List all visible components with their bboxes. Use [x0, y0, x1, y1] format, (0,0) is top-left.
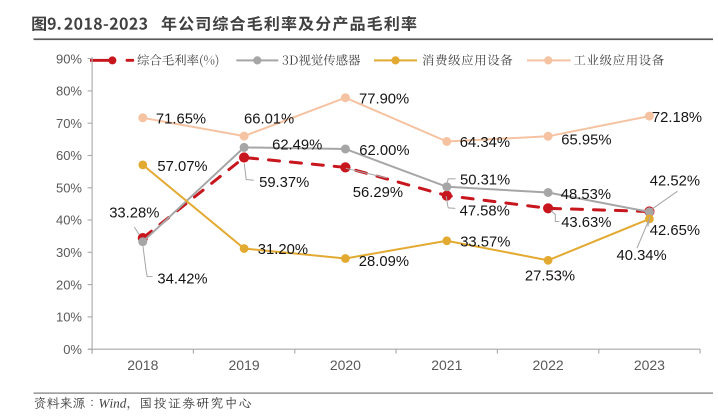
svg-text:80%: 80% — [56, 84, 82, 99]
svg-text:10%: 10% — [56, 310, 82, 325]
svg-text:70%: 70% — [56, 116, 82, 131]
svg-text:40%: 40% — [56, 213, 82, 228]
svg-text:30%: 30% — [56, 245, 82, 260]
svg-text:56.29%: 56.29% — [353, 185, 403, 201]
svg-text:57.07%: 57.07% — [157, 159, 207, 175]
svg-text:50%: 50% — [56, 181, 82, 196]
svg-text:28.09%: 28.09% — [359, 254, 409, 270]
svg-text:62.49%: 62.49% — [272, 138, 322, 154]
svg-text:20%: 20% — [56, 277, 82, 292]
svg-text:77.90%: 77.90% — [359, 92, 409, 108]
svg-text:40.34%: 40.34% — [617, 248, 667, 264]
svg-text:90%: 90% — [56, 51, 82, 66]
svg-text:62.00%: 62.00% — [359, 143, 409, 159]
svg-text:66.01%: 66.01% — [244, 112, 294, 128]
svg-text:48.53%: 48.53% — [561, 187, 611, 203]
svg-text:34.42%: 34.42% — [157, 272, 207, 288]
svg-text:33.57%: 33.57% — [460, 235, 510, 251]
svg-text:60%: 60% — [56, 148, 82, 163]
svg-text:31.20%: 31.20% — [258, 242, 308, 258]
svg-text:2023: 2023 — [634, 357, 665, 373]
svg-text:2018: 2018 — [127, 357, 158, 373]
svg-text:0%: 0% — [63, 342, 82, 357]
svg-text:72.18%: 72.18% — [652, 110, 702, 126]
svg-text:27.53%: 27.53% — [525, 269, 575, 285]
svg-text:50.31%: 50.31% — [460, 173, 510, 189]
svg-text:33.28%: 33.28% — [109, 206, 159, 222]
svg-text:42.52%: 42.52% — [650, 174, 700, 190]
svg-text:43.63%: 43.63% — [561, 215, 611, 231]
svg-text:2020: 2020 — [330, 357, 361, 373]
svg-text:2022: 2022 — [533, 357, 564, 373]
svg-text:2019: 2019 — [229, 357, 260, 373]
svg-text:47.58%: 47.58% — [460, 204, 510, 220]
svg-text:42.65%: 42.65% — [650, 223, 700, 239]
svg-text:71.65%: 71.65% — [156, 112, 206, 128]
svg-text:59.37%: 59.37% — [259, 175, 309, 191]
svg-text:64.34%: 64.34% — [460, 135, 510, 151]
svg-text:65.95%: 65.95% — [561, 133, 611, 149]
svg-text:2021: 2021 — [431, 357, 462, 373]
